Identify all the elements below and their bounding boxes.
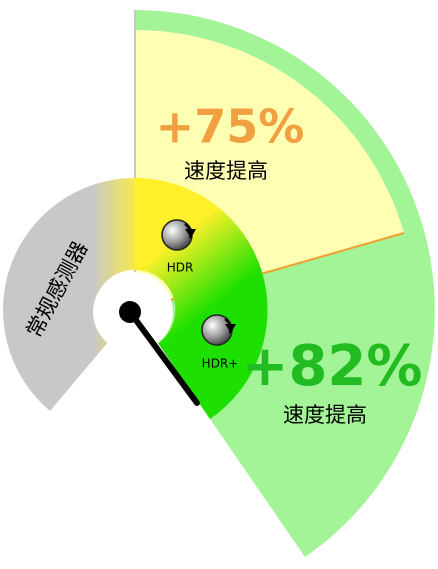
needle: [127, 309, 200, 406]
sensor-ring: [2, 178, 136, 411]
hdr-icon-label: HDR: [167, 261, 194, 275]
needle-pivot: [119, 301, 141, 323]
hdr-icon: [161, 219, 196, 251]
hdr-gain: +75%: [156, 100, 305, 154]
hdr-plus-gain: +82%: [242, 334, 423, 399]
hdr-plus-icon-label: HDR+: [202, 357, 239, 371]
hdr-plus-icon: [201, 314, 236, 346]
hdr-plus-caption: 速度提高: [283, 403, 367, 427]
hdr-caption: 速度提高: [184, 159, 268, 183]
